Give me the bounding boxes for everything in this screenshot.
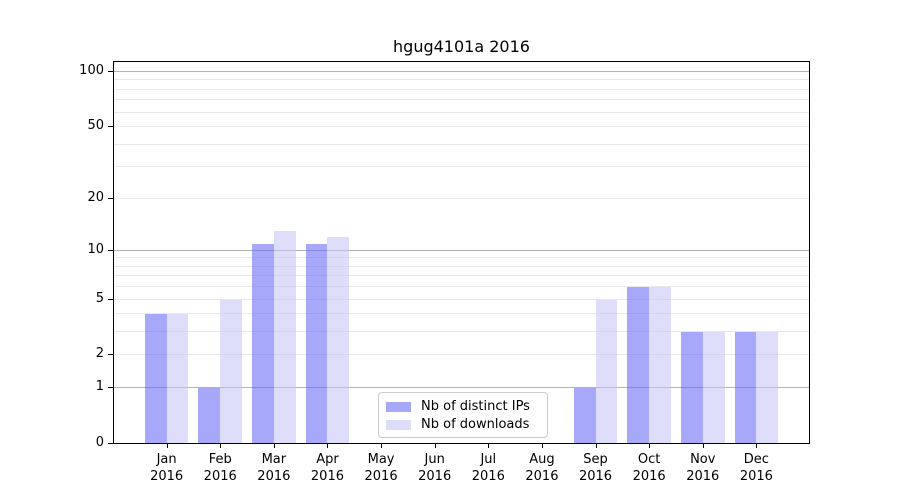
- bar-sep-downloads: [595, 299, 618, 443]
- minor-gridline: [114, 197, 809, 199]
- x-tick-mark: [541, 444, 543, 448]
- bar-feb-downloads: [220, 299, 243, 443]
- legend-label-distinct-ips: Nb of distinct IPs: [421, 399, 530, 414]
- y-tick-mark: [108, 354, 113, 356]
- plot-area: Nb of distinct IPs Nb of downloads: [113, 61, 810, 444]
- x-tick-mark: [381, 444, 383, 448]
- minor-gridline: [114, 88, 809, 90]
- y-tick-mark: [108, 249, 113, 251]
- legend-entry-distinct-ips: Nb of distinct IPs: [386, 398, 540, 416]
- y-tick-mark: [108, 387, 113, 389]
- x-tick-label-apr: Apr 2016: [310, 452, 344, 484]
- y-tick-label: 1: [95, 379, 104, 395]
- x-tick-mark: [327, 444, 329, 448]
- legend-swatch-downloads: [386, 420, 411, 430]
- minor-gridline: [114, 111, 809, 113]
- x-tick-label-nov: Nov 2016: [686, 452, 720, 484]
- x-tick-mark: [273, 444, 275, 448]
- x-tick-mark: [595, 444, 597, 448]
- y-tick-label: 50: [87, 118, 104, 134]
- x-tick-mark: [166, 444, 168, 448]
- y-tick-label: 5: [95, 290, 104, 306]
- x-tick-label-oct: Oct 2016: [632, 452, 666, 484]
- x-tick-label-dec: Dec 2016: [739, 452, 773, 484]
- bar-jan-ips: [144, 314, 167, 443]
- minor-gridline: [114, 265, 809, 267]
- x-tick-mark: [220, 444, 222, 448]
- minor-gridline: [114, 79, 809, 81]
- legend-label-downloads: Nb of downloads: [421, 417, 530, 432]
- minor-gridline: [114, 166, 809, 168]
- minor-gridline: [114, 298, 809, 300]
- bar-sep-ips: [573, 388, 596, 443]
- x-tick-label-jan: Jan 2016: [150, 452, 184, 484]
- minor-gridline: [114, 275, 809, 277]
- bar-mar-ips: [252, 243, 274, 443]
- bar-feb-ips: [198, 388, 221, 443]
- bar-oct-ips: [627, 287, 650, 443]
- y-tick-label: 20: [87, 189, 104, 205]
- minor-gridline: [114, 313, 809, 315]
- minor-gridline: [114, 143, 809, 145]
- minor-gridline: [114, 331, 809, 333]
- y-tick-mark: [108, 70, 113, 72]
- x-tick-label-mar: Mar 2016: [257, 452, 291, 484]
- legend-entry-downloads: Nb of downloads: [386, 416, 540, 434]
- bar-dec-ips: [734, 332, 757, 443]
- x-tick-label-feb: Feb 2016: [203, 452, 237, 484]
- y-tick-mark: [108, 298, 113, 300]
- bar-apr-ips: [305, 243, 328, 443]
- y-tick-label: 100: [79, 62, 104, 78]
- bar-oct-downloads: [649, 287, 671, 443]
- x-tick-mark: [756, 444, 758, 448]
- major-gridline: [114, 387, 809, 389]
- major-gridline: [114, 249, 809, 251]
- legend: Nb of distinct IPs Nb of downloads: [378, 392, 548, 438]
- x-tick-label-aug: Aug 2016: [525, 452, 559, 484]
- y-tick-label: 0: [95, 435, 104, 450]
- x-tick-mark: [649, 444, 651, 448]
- minor-gridline: [114, 257, 809, 259]
- y-tick-mark: [108, 443, 113, 444]
- minor-gridline: [114, 354, 809, 356]
- x-tick-label-jul: Jul 2016: [471, 452, 505, 484]
- bar-nov-downloads: [702, 332, 725, 443]
- legend-swatch-distinct-ips: [386, 402, 411, 412]
- y-tick-mark: [108, 197, 113, 199]
- y-tick-label: 10: [87, 241, 104, 257]
- minor-gridline: [114, 126, 809, 128]
- bar-mar-downloads: [273, 231, 296, 443]
- x-tick-label-sep: Sep 2016: [578, 452, 613, 484]
- chart-title: hgug4101a 2016: [393, 37, 530, 56]
- bar-nov-ips: [680, 332, 703, 443]
- major-gridline: [114, 70, 809, 72]
- minor-gridline: [114, 99, 809, 101]
- x-tick-mark: [702, 444, 704, 448]
- minor-gridline: [114, 286, 809, 288]
- y-tick-mark: [108, 126, 113, 128]
- x-tick-label-jun: Jun 2016: [418, 452, 452, 484]
- x-tick-mark: [434, 444, 436, 448]
- y-tick-label: 2: [95, 346, 104, 362]
- x-tick-label-may: May 2016: [364, 452, 398, 484]
- bar-jan-downloads: [166, 314, 189, 443]
- x-tick-mark: [488, 444, 490, 448]
- bar-apr-downloads: [327, 237, 350, 443]
- bar-dec-downloads: [756, 332, 779, 443]
